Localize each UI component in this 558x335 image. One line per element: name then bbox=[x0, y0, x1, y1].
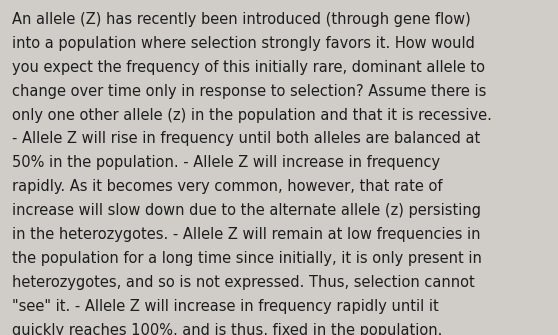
Text: rapidly. As it becomes very common, however, that rate of: rapidly. As it becomes very common, howe… bbox=[12, 179, 443, 194]
Text: "see" it. - Allele Z will increase in frequency rapidly until it: "see" it. - Allele Z will increase in fr… bbox=[12, 299, 439, 314]
Text: - Allele Z will rise in frequency until both alleles are balanced at: - Allele Z will rise in frequency until … bbox=[12, 131, 480, 146]
Text: quickly reaches 100%, and is thus, fixed in the population.: quickly reaches 100%, and is thus, fixed… bbox=[12, 323, 442, 335]
Text: increase will slow down due to the alternate allele (z) persisting: increase will slow down due to the alter… bbox=[12, 203, 482, 218]
Text: change over time only in response to selection? Assume there is: change over time only in response to sel… bbox=[12, 83, 487, 98]
Text: you expect the frequency of this initially rare, dominant allele to: you expect the frequency of this initial… bbox=[12, 60, 485, 75]
Text: into a population where selection strongly favors it. How would: into a population where selection strong… bbox=[12, 36, 475, 51]
Text: 50% in the population. - Allele Z will increase in frequency: 50% in the population. - Allele Z will i… bbox=[12, 155, 440, 171]
Text: heterozygotes, and so is not expressed. Thus, selection cannot: heterozygotes, and so is not expressed. … bbox=[12, 275, 475, 290]
Text: An allele (Z) has recently been introduced (through gene flow): An allele (Z) has recently been introduc… bbox=[12, 12, 471, 27]
Text: the population for a long time since initially, it is only present in: the population for a long time since ini… bbox=[12, 251, 482, 266]
Text: only one other allele (z) in the population and that it is recessive.: only one other allele (z) in the populat… bbox=[12, 108, 492, 123]
Text: in the heterozygotes. - Allele Z will remain at low frequencies in: in the heterozygotes. - Allele Z will re… bbox=[12, 227, 481, 242]
